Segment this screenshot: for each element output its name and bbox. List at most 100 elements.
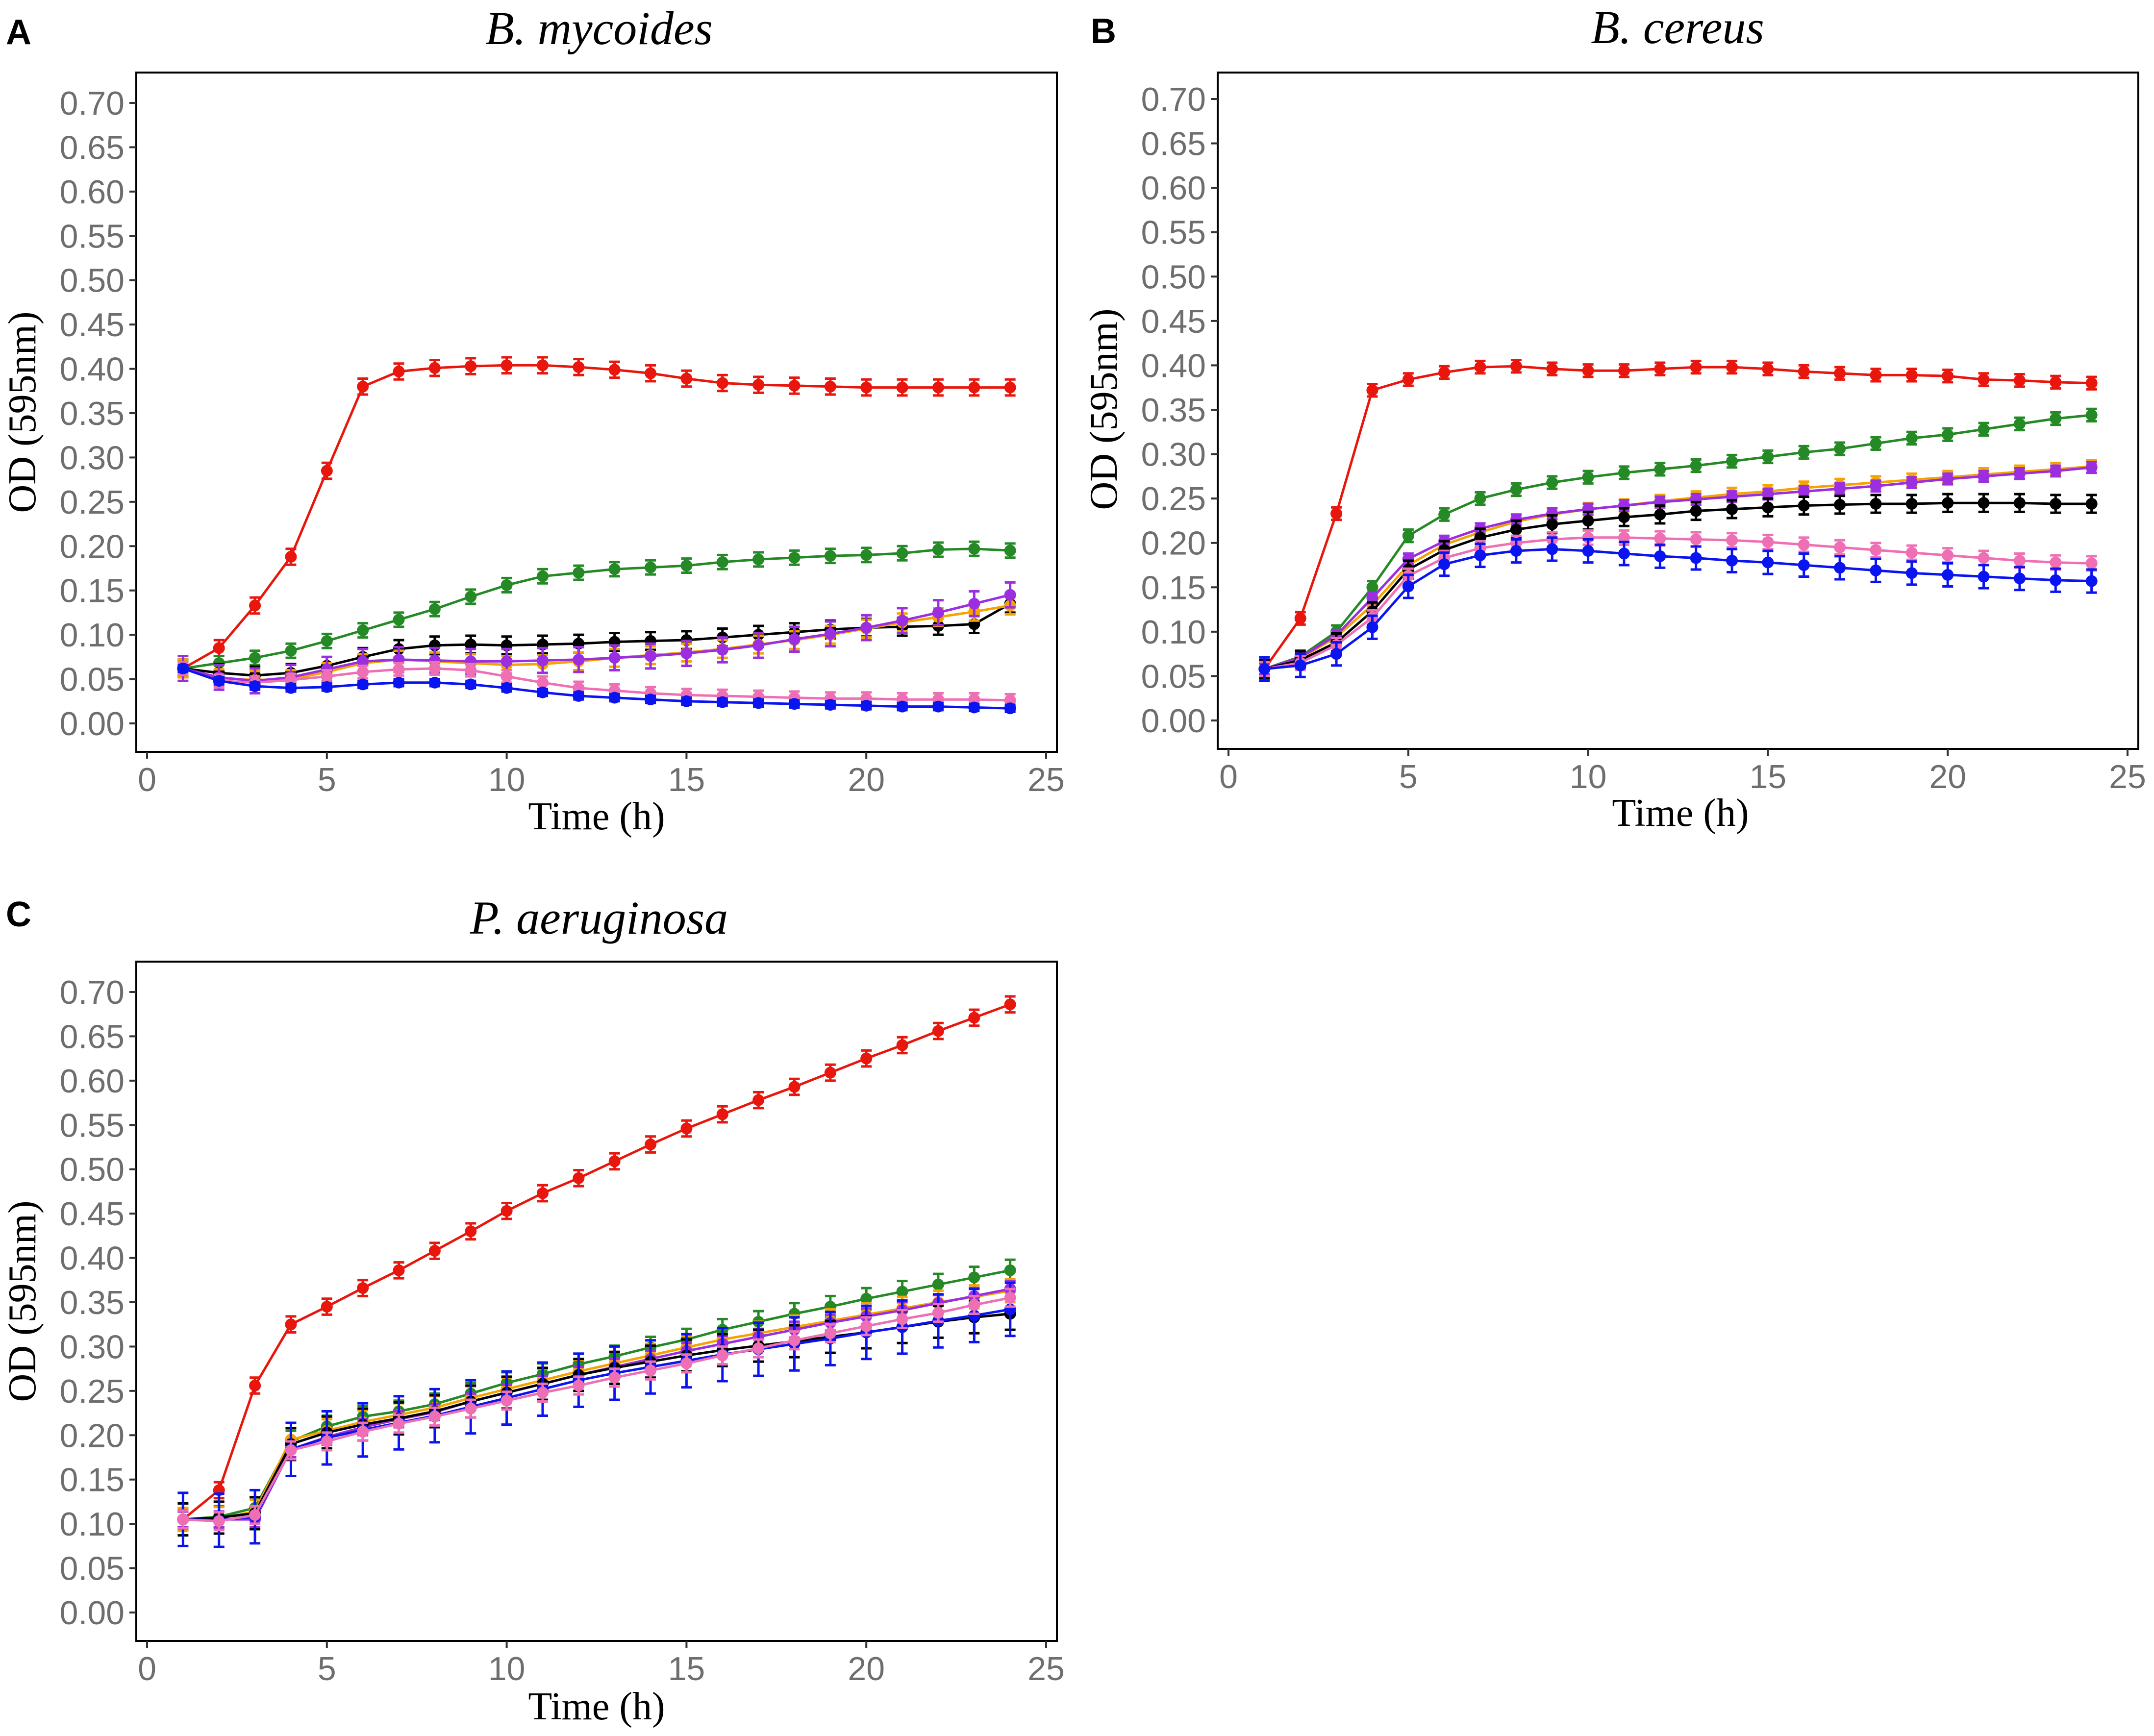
data-point (2013, 418, 2026, 430)
data-point (896, 1313, 908, 1325)
series-line (1263, 365, 2092, 670)
y-tick-label: 0.45 (60, 1195, 125, 1233)
data-point (1618, 467, 1630, 479)
data-point (1618, 531, 1630, 544)
data-point (1905, 498, 1918, 510)
data-point (1618, 547, 1630, 560)
data-point (2085, 498, 2098, 510)
series-green (177, 540, 1016, 677)
data-point (465, 1225, 477, 1238)
data-point (752, 1094, 765, 1106)
data-point (1762, 556, 1774, 569)
x-tick-label: 20 (1929, 758, 1966, 795)
data-point (1978, 552, 1990, 564)
data-point (1762, 536, 1774, 548)
y-tick-label: 0.70 (60, 974, 125, 1011)
data-point (357, 666, 369, 678)
data-point (1366, 384, 1378, 397)
data-point (1654, 532, 1666, 545)
data-point (357, 678, 369, 691)
y-tick-label: 0.25 (60, 1373, 125, 1410)
data-point (1762, 363, 1774, 375)
data-point (321, 681, 333, 693)
series-line (183, 1296, 1011, 1523)
y-tick-label: 0.45 (60, 306, 125, 344)
y-tick-label: 0.60 (1141, 170, 1206, 207)
data-point (2013, 554, 2026, 567)
y-tick-label: 0.10 (60, 617, 125, 654)
x-tick-label: 10 (488, 761, 526, 798)
data-point (1582, 515, 1594, 527)
data-point (860, 1292, 873, 1305)
data-point (393, 663, 405, 675)
data-point (608, 1371, 621, 1384)
data-point (1654, 363, 1666, 375)
x-axis-title: Time (h) (528, 795, 665, 838)
data-point (645, 561, 657, 573)
data-point (1402, 373, 1414, 386)
series-black (1258, 493, 2098, 679)
plot-area (1258, 359, 2098, 682)
data-point (428, 676, 441, 689)
data-point (824, 1327, 836, 1339)
y-tick-label: 0.70 (1141, 81, 1206, 118)
data-point (1870, 564, 1882, 576)
series-line (183, 547, 1010, 670)
data-point (896, 1039, 908, 1051)
data-point (860, 621, 873, 634)
data-point (249, 1509, 261, 1521)
series-line (183, 1308, 1011, 1522)
y-tick-label: 0.25 (60, 484, 125, 521)
data-point (896, 381, 908, 394)
plot-area-frame (135, 72, 1058, 753)
data-point (645, 1139, 657, 1151)
data-point (788, 379, 801, 392)
data-point (1546, 476, 1558, 489)
plot-area (177, 356, 1016, 715)
y-axis: 0.00 0.05 0.10 0.15 0.20 0.25 0.30 0.35 0.40 0.45… (60, 974, 136, 1632)
series-red (1258, 359, 2098, 677)
data-point (1474, 361, 1486, 373)
data-point (357, 655, 369, 668)
series-pink (1258, 529, 2098, 677)
data-point (932, 1307, 944, 1319)
data-point (1870, 480, 1882, 492)
y-tick-label: 0.20 (1141, 525, 1206, 562)
data-point (536, 1387, 549, 1399)
data-point (932, 381, 944, 394)
y-tick-label: 0.35 (1141, 392, 1206, 429)
data-point (1978, 373, 1990, 386)
series-line (183, 1313, 1010, 1521)
data-point (1366, 592, 1378, 604)
data-point (501, 1394, 513, 1407)
y-tick-label: 0.35 (60, 395, 125, 432)
y-tick-label: 0.65 (60, 129, 125, 166)
data-point (1905, 432, 1918, 444)
data-point (608, 652, 621, 664)
data-point (932, 606, 944, 619)
data-point (1834, 483, 1846, 495)
y-tick-label: 0.05 (60, 1550, 125, 1587)
series-orange (177, 1278, 1016, 1533)
data-point (968, 701, 980, 714)
data-point (357, 1282, 369, 1294)
data-point (1330, 648, 1343, 660)
x-tick-label: 5 (318, 1650, 336, 1687)
data-point (1474, 493, 1486, 505)
y-tick-label: 0.50 (60, 1151, 125, 1189)
data-point (1942, 549, 1954, 562)
data-point (716, 1349, 728, 1362)
data-point (428, 1245, 441, 1257)
data-point (1978, 497, 1990, 509)
data-point (536, 654, 549, 667)
data-point (968, 381, 980, 394)
data-point (428, 1411, 441, 1423)
chart-title: B. mycoides (485, 2, 713, 54)
data-point (465, 360, 477, 372)
series-line (1264, 466, 2092, 670)
data-point (1510, 484, 1522, 496)
data-point (860, 381, 873, 394)
data-point (608, 364, 621, 376)
data-point (428, 362, 441, 374)
data-point (1546, 543, 1558, 555)
